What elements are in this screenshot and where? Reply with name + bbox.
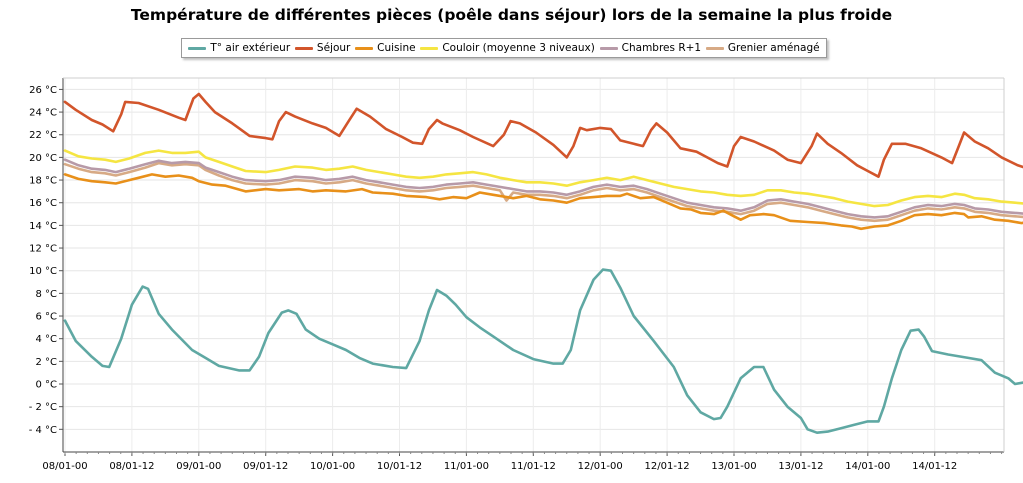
- legend-label: Couloir (moyenne 3 niveaux): [442, 42, 595, 54]
- y-tick-label: 22 °C: [29, 130, 57, 141]
- legend-swatch: [188, 46, 207, 50]
- y-tick-label: 8 °C: [35, 289, 57, 300]
- y-tick-label: 6 °C: [35, 312, 57, 323]
- legend-swatch: [294, 46, 313, 50]
- legend-swatch: [705, 46, 724, 50]
- legend-item: Grenier aménagé: [705, 42, 820, 54]
- legend-item: Couloir (moyenne 3 niveaux): [420, 42, 595, 54]
- chart-title: Température de différentes pièces (poêle…: [130, 6, 893, 24]
- x-axis-ticks: 08/01-00 08/01-12 09/01-00 09/01-12 10/01-00…: [42, 452, 1003, 472]
- x-tick-label: 11/01-00: [444, 461, 489, 472]
- series-line-couloir-moyenne-3-niveaux: [63, 149, 1023, 208]
- x-tick-label: 13/01-00: [711, 461, 756, 472]
- series-line-cuisine: [63, 173, 1023, 231]
- legend-label: Séjour: [316, 42, 351, 54]
- legend-label: T° air extérieur: [210, 42, 291, 54]
- legend-item: Chambres R+1: [599, 42, 702, 54]
- legend-item: T° air extérieur: [188, 42, 290, 54]
- x-tick-label: 08/01-00: [42, 461, 87, 472]
- y-tick-label: - 2 °C: [29, 402, 57, 413]
- x-tick-label: 10/01-12: [377, 461, 422, 472]
- x-tick-label: 10/01-00: [310, 461, 355, 472]
- y-tick-label: 4 °C: [35, 334, 57, 345]
- x-tick-label: 09/01-00: [176, 461, 221, 472]
- y-tick-label: 16 °C: [29, 198, 57, 209]
- x-tick-label: 08/01-12: [109, 461, 154, 472]
- series-line-t-air-ext-rieur: [63, 268, 1023, 435]
- y-tick-label: 14 °C: [29, 221, 57, 232]
- x-tick-label: 11/01-12: [511, 461, 556, 472]
- series-group: [63, 92, 1023, 435]
- y-tick-label: 10 °C: [29, 266, 57, 277]
- x-tick-label: 13/01-12: [778, 461, 823, 472]
- legend-label: Grenier aménagé: [727, 42, 820, 54]
- legend-swatch: [599, 46, 618, 50]
- x-tick-label: 14/01-00: [845, 461, 890, 472]
- y-tick-label: 18 °C: [29, 176, 57, 187]
- y-tick-label: 20 °C: [29, 153, 57, 164]
- series-line-chambres-r-1: [63, 158, 1023, 219]
- grid-lines: [63, 78, 1004, 452]
- x-tick-label: 12/01-00: [578, 461, 623, 472]
- series-line-s-jour: [63, 92, 1023, 178]
- legend-swatch: [420, 46, 439, 50]
- y-axis-ticks: 26 °C 24 °C 22 °C 20 °C 18 °C 16 °C 14 °C 12 °C…: [29, 85, 63, 436]
- x-tick-label: 12/01-12: [645, 461, 690, 472]
- legend-item: Séjour: [294, 42, 351, 54]
- y-tick-label: 0 °C: [35, 380, 57, 391]
- y-tick-label: 26 °C: [29, 85, 57, 96]
- series-line-grenier-am-nag: [63, 161, 1023, 223]
- y-tick-label: 24 °C: [29, 108, 57, 119]
- legend-label: Cuisine: [377, 42, 416, 54]
- y-tick-label: - 4 °C: [29, 425, 57, 436]
- x-tick-label: 14/01-12: [912, 461, 957, 472]
- legend-swatch: [355, 46, 374, 50]
- x-tick-label: 09/01-12: [243, 461, 288, 472]
- chart-legend: T° air extérieur Séjour Cuisine Couloir (mo…: [181, 38, 827, 58]
- legend-item: Cuisine: [355, 42, 416, 54]
- legend-label: Chambres R+1: [621, 42, 702, 54]
- y-tick-label: 12 °C: [29, 244, 57, 255]
- y-tick-label: 2 °C: [35, 357, 57, 368]
